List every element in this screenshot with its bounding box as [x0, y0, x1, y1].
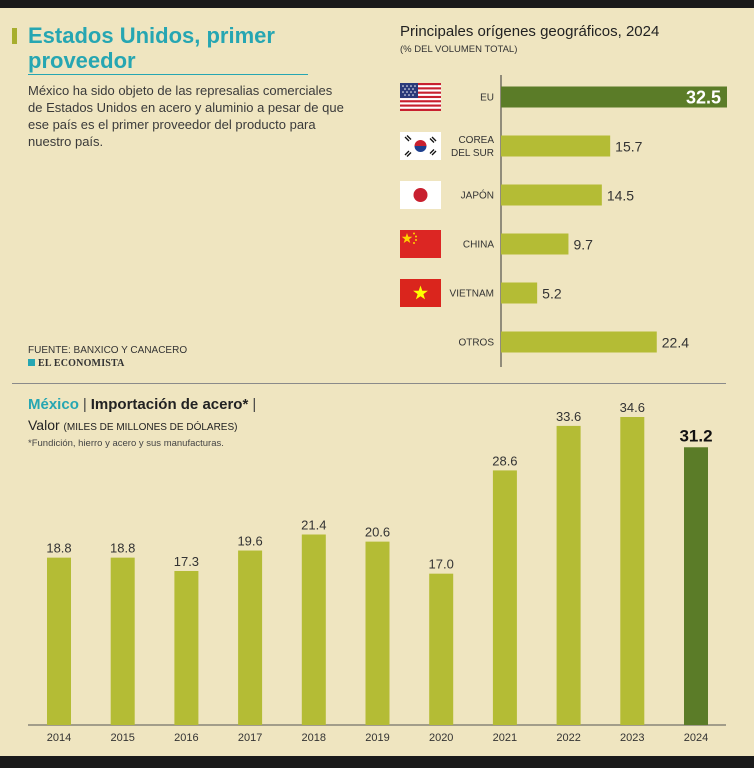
imports-year-label: 2015: [110, 732, 134, 744]
origins-value-label: 5.2: [542, 286, 562, 302]
imports-footnote: *Fundición, hierro y acero y sus manufac…: [28, 438, 224, 449]
imports-value-label: 34.6: [620, 400, 645, 415]
lede-paragraph: México ha sido objeto de las represalias…: [28, 83, 344, 149]
imports-bar: [684, 447, 708, 725]
value-unit: (MILES DE MILLONES DE DÓLARES): [63, 422, 238, 433]
value-label: Valor: [28, 417, 60, 433]
page-title: Estados Unidos, primer proveedor: [28, 23, 275, 73]
origins-bar: [501, 233, 569, 255]
origins-bar: [501, 331, 657, 353]
imports-bar: [47, 557, 71, 725]
origins-category-label: VIETNAM: [450, 289, 494, 300]
china-flag-icon: [400, 230, 441, 258]
heading-separator: |: [252, 396, 257, 413]
vietnam-flag-icon: [400, 279, 441, 307]
imports-value-label: 31.2: [679, 426, 712, 445]
imports-chart-title: Importación de acero*: [90, 396, 249, 413]
origins-category-label: OTROS: [458, 338, 494, 349]
south-korea-flag-icon: [400, 132, 441, 160]
top-border: [0, 0, 754, 8]
origins-value-label: 15.7: [615, 139, 642, 155]
imports-year-label: 2018: [302, 732, 326, 744]
imports-bar: [556, 425, 581, 725]
section-divider: [12, 383, 726, 384]
imports-year-label: 2022: [556, 732, 580, 744]
brand-name: EL ECONOMISTA: [38, 358, 125, 369]
imports-year-label: 2020: [429, 732, 453, 744]
imports-value-label: 33.6: [556, 409, 581, 424]
imports-value-label: 19.6: [237, 534, 262, 549]
japan-flag-icon: [400, 181, 441, 209]
us-flag-icon: [400, 83, 441, 111]
title-accent: [12, 28, 17, 44]
origins-bar: [501, 86, 727, 108]
origins-value-label: 14.5: [607, 188, 634, 204]
imports-year-label: 2023: [620, 732, 644, 744]
imports-bar: [110, 557, 135, 725]
origins-bar: [501, 184, 602, 206]
imports-bar: [365, 541, 390, 725]
imports-value-label: Valor (MILES DE MILLONES DE DÓLARES): [28, 417, 237, 433]
origins-value-label: 9.7: [573, 237, 593, 253]
origins-chart-title: Principales orígenes geográficos, 2024: [400, 23, 660, 40]
brand-mark-icon: [28, 359, 35, 366]
origins-bar: [501, 135, 611, 157]
imports-value-label: 21.4: [301, 518, 326, 533]
origins-chart-subtitle: (% DEL VOLUMEN TOTAL): [400, 44, 518, 55]
imports-year-label: 2017: [238, 732, 262, 744]
imports-value-label: 18.8: [46, 541, 71, 556]
source-note: FUENTE: BANXICO Y CANACERO: [28, 345, 188, 356]
imports-year-label: 2024: [684, 732, 708, 744]
imports-year-label: 2016: [174, 732, 198, 744]
title-rule: [28, 74, 308, 75]
imports-country: México: [28, 396, 79, 413]
origins-category-label: COREA: [458, 135, 494, 146]
imports-bar-chart: 18.8 2014 18.8 2015 17.3 2016 19.6 2017 21.4 2018…: [28, 400, 726, 744]
origins-category-label: CHINA: [463, 240, 494, 251]
imports-chart-heading: México | Importación de acero* |: [28, 396, 260, 413]
origins-bar-chart: EU 32.5 COREA DEL SUR 15.7 JAPÓN 14.5 CHINA 9.7 V…: [450, 75, 727, 367]
imports-value-label: 17.0: [429, 557, 454, 572]
origins-category-label: DEL SUR: [451, 148, 494, 159]
origins-value-label: 22.4: [662, 335, 689, 351]
bottom-border: [0, 756, 754, 768]
imports-value-label: 28.6: [492, 453, 517, 468]
imports-bar: [620, 417, 645, 725]
imports-bar: [238, 550, 263, 725]
imports-value-label: 17.3: [174, 554, 199, 569]
origins-value-label: 32.5: [686, 88, 721, 108]
origins-bar: [501, 282, 538, 304]
imports-bar: [492, 470, 517, 725]
imports-value-label: 18.8: [110, 541, 135, 556]
origins-category-label: JAPÓN: [461, 189, 494, 202]
imports-value-label: 20.6: [365, 525, 390, 540]
imports-year-label: 2021: [493, 732, 517, 744]
heading-separator: |: [82, 396, 87, 413]
imports-bar: [174, 571, 199, 725]
imports-bar: [429, 573, 454, 725]
imports-year-label: 2019: [365, 732, 389, 744]
brand-logo: EL ECONOMISTA: [28, 358, 125, 369]
imports-year-label: 2014: [47, 732, 71, 744]
imports-bar: [301, 534, 326, 725]
origins-category-label: EU: [480, 93, 494, 104]
